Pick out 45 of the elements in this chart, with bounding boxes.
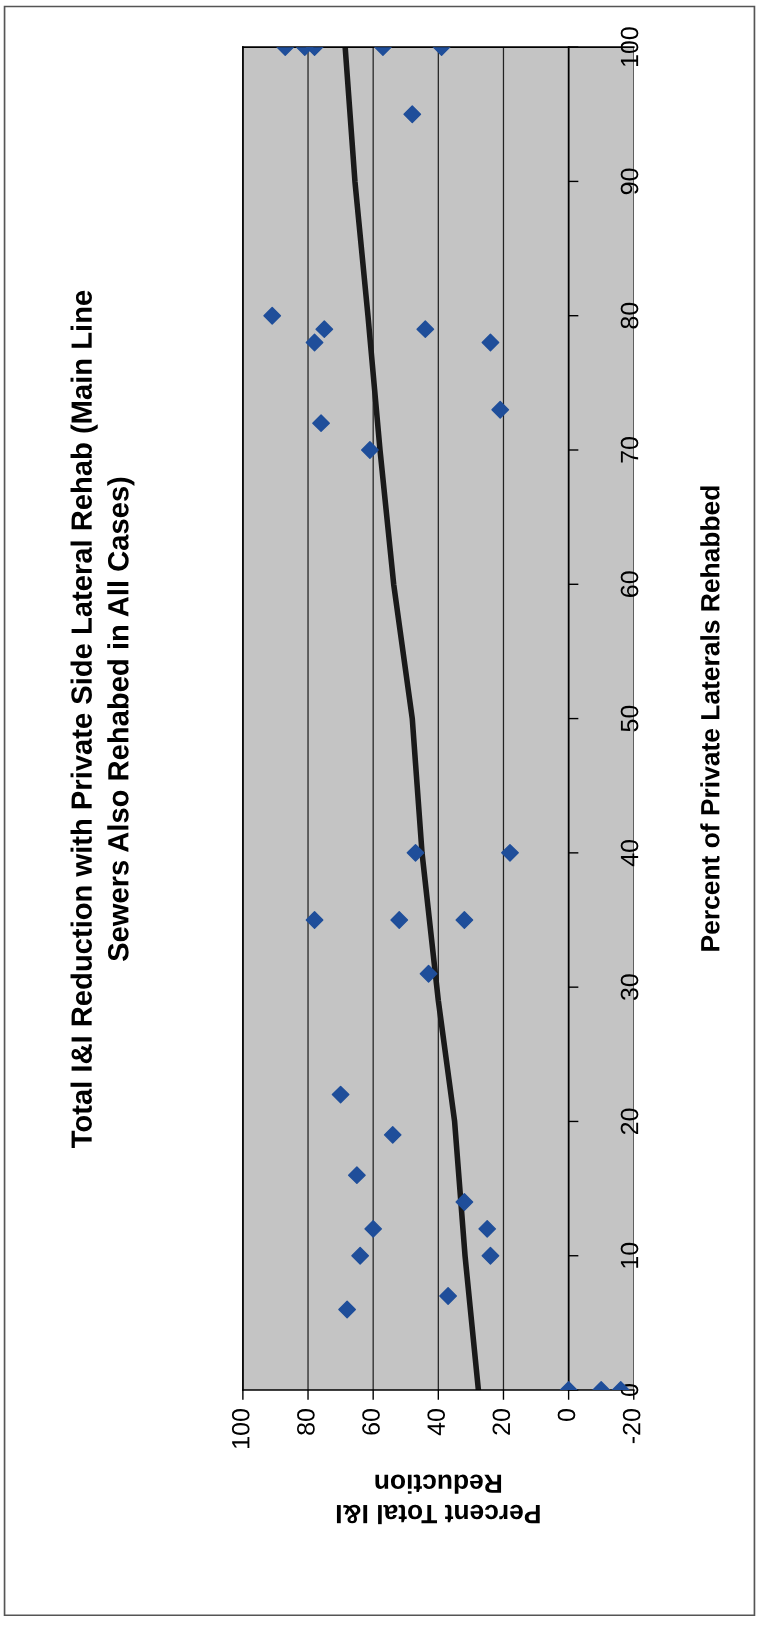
point	[481, 1246, 500, 1265]
point	[419, 964, 438, 983]
x-tick-label: 0	[557, 1409, 576, 1422]
point	[315, 320, 334, 339]
y-tick-label: 100	[620, 27, 639, 67]
x-tick-label: 100	[231, 1409, 250, 1448]
y-tick-label: 60	[620, 571, 639, 597]
point	[347, 1166, 366, 1185]
point	[312, 414, 330, 433]
point	[305, 911, 324, 929]
point	[331, 1085, 350, 1104]
point	[403, 105, 422, 124]
point	[364, 1219, 383, 1238]
y-tick-label: 30	[620, 974, 639, 1001]
point	[481, 333, 500, 352]
point	[491, 400, 510, 419]
x-tick-label: 80	[297, 1409, 315, 1435]
x-tick-label: 60	[362, 1409, 380, 1435]
text: Total I&I Reduction with Private Side Lateral Rehab (Main Line Sewers Also Rehabed in All Cases)	[70, 290, 135, 1148]
point	[455, 1193, 474, 1211]
point	[455, 911, 474, 929]
y-tick-label: 20	[620, 1108, 639, 1135]
point	[305, 333, 324, 352]
point	[351, 1246, 370, 1265]
x-tick-label: 20	[492, 1409, 511, 1435]
point	[263, 306, 282, 325]
x-tick-label: -20	[622, 1409, 641, 1444]
point	[416, 320, 435, 339]
y-tick-label: 70	[620, 437, 639, 463]
point	[338, 1300, 357, 1319]
y-tick-label: 40	[620, 839, 639, 867]
point	[478, 1219, 497, 1238]
x-axis-title: Percent Total I&I Reduction	[336, 1474, 540, 1525]
point	[501, 843, 519, 862]
y-axis-title: Percent of Private Laterals Rehabbed	[700, 486, 720, 951]
y-tick-label: 50	[620, 705, 639, 732]
y-tick-label: 80	[620, 302, 639, 329]
point	[383, 1125, 402, 1144]
y-tick-label: 10	[620, 1242, 639, 1268]
point	[390, 911, 409, 929]
point	[439, 1287, 458, 1305]
point	[361, 441, 379, 459]
y-tick-label: 90	[620, 168, 639, 195]
x-tick-label: 40	[427, 1409, 446, 1436]
point	[406, 843, 425, 862]
